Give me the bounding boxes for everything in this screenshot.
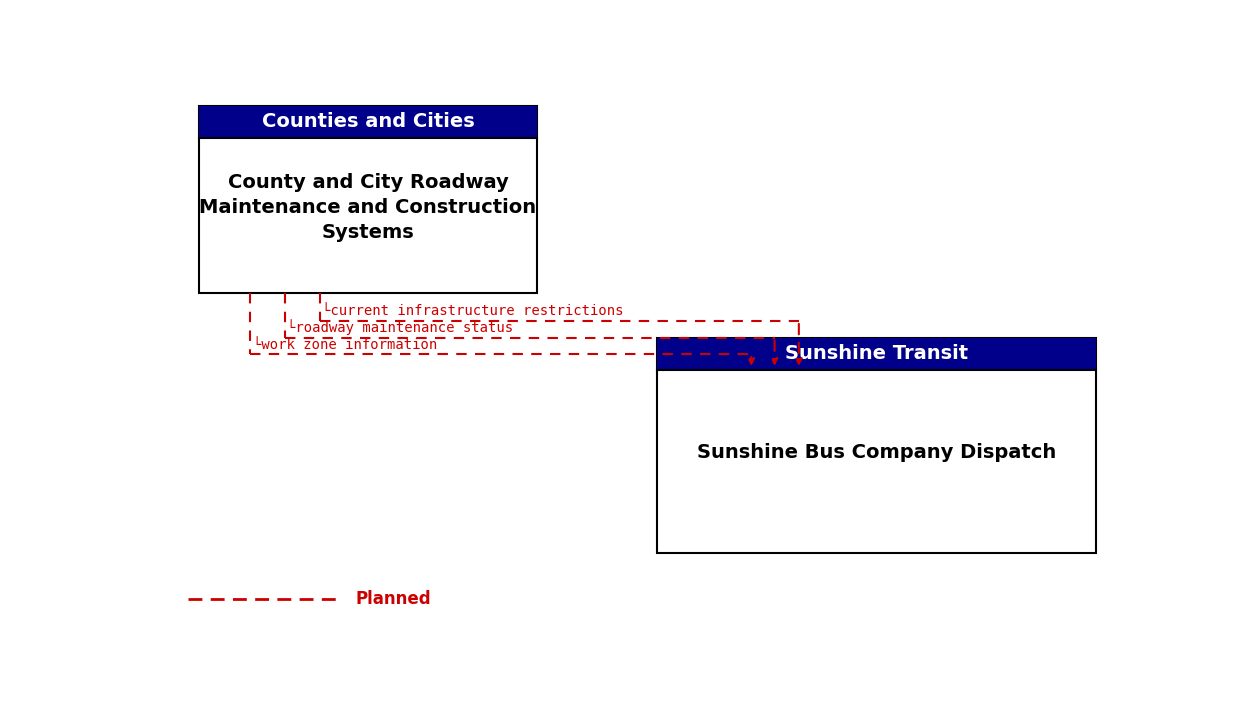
Text: └work zone information: └work zone information (253, 337, 437, 352)
Text: Sunshine Bus Company Dispatch: Sunshine Bus Company Dispatch (697, 443, 1057, 462)
Text: Sunshine Transit: Sunshine Transit (785, 344, 968, 363)
Text: └current infrastructure restrictions: └current infrastructure restrictions (323, 304, 623, 318)
Text: Counties and Cities: Counties and Cities (262, 112, 475, 131)
Bar (657, 337, 1096, 370)
Bar (199, 106, 537, 294)
Bar (199, 106, 537, 138)
Text: └roadway maintenance status: └roadway maintenance status (288, 319, 513, 335)
Text: County and City Roadway
Maintenance and Construction
Systems: County and City Roadway Maintenance and … (199, 173, 537, 242)
Text: Planned: Planned (356, 590, 431, 608)
Bar (657, 337, 1096, 554)
